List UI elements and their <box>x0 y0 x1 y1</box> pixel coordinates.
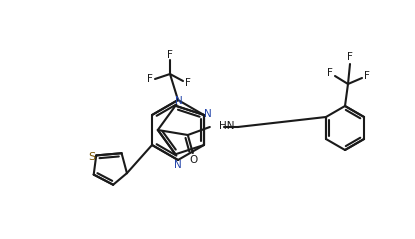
Text: N: N <box>175 96 182 106</box>
Text: HN: HN <box>219 121 234 131</box>
Text: F: F <box>185 78 191 88</box>
Text: N: N <box>174 160 182 170</box>
Text: F: F <box>327 68 333 78</box>
Text: N: N <box>204 109 212 119</box>
Text: F: F <box>147 74 153 84</box>
Text: F: F <box>167 50 173 60</box>
Text: S: S <box>89 152 96 163</box>
Text: O: O <box>190 155 198 165</box>
Text: F: F <box>347 52 353 62</box>
Text: F: F <box>364 71 370 81</box>
